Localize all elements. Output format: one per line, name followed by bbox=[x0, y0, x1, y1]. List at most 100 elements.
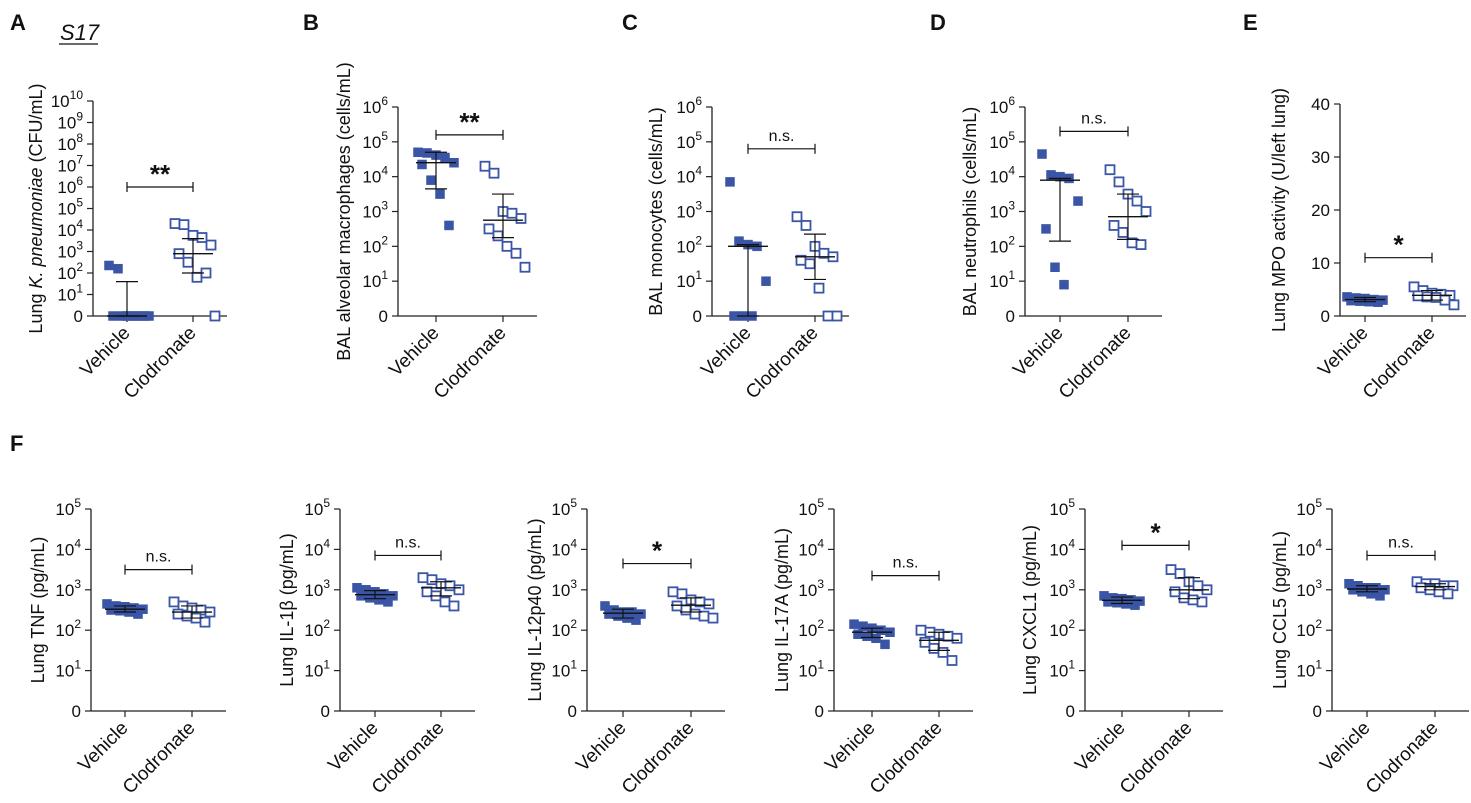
y-tick-label: 102 bbox=[676, 233, 702, 256]
y-axis-label: Lung MPO activity (U/left lung) bbox=[1269, 88, 1289, 332]
data-point bbox=[115, 606, 125, 616]
significance-label: n.s. bbox=[146, 549, 172, 566]
y-tick-label: 1010 bbox=[51, 88, 84, 111]
y-tick-label: 107 bbox=[57, 153, 83, 176]
data-point bbox=[849, 619, 859, 629]
x-tick-label: Vehicle bbox=[385, 323, 443, 381]
y-tick-label: 0 bbox=[74, 307, 83, 326]
x-tick-label: Clodronate bbox=[1362, 718, 1443, 799]
data-point bbox=[352, 583, 362, 593]
y-tick-label: 101 bbox=[55, 658, 81, 681]
data-point bbox=[600, 601, 610, 611]
data-point bbox=[483, 223, 495, 235]
data-point bbox=[937, 647, 949, 658]
data-point bbox=[928, 642, 940, 654]
data-point bbox=[417, 572, 429, 584]
y-tick-label: 105 bbox=[55, 496, 81, 519]
y-tick-label: 102 bbox=[989, 233, 1015, 256]
y-tick-label: 103 bbox=[1296, 577, 1322, 600]
x-tick-label: Clodronate bbox=[430, 323, 511, 404]
y-tick-label: 0 bbox=[72, 702, 81, 721]
y-tick-label: 104 bbox=[676, 164, 702, 187]
x-tick-label: Clodronate bbox=[1055, 323, 1136, 404]
data-point bbox=[453, 584, 465, 596]
data-point bbox=[479, 160, 491, 172]
data-point bbox=[831, 310, 843, 322]
data-point bbox=[510, 247, 522, 259]
y-tick-label: 0 bbox=[379, 307, 388, 326]
y-axis-label: Lung IL-1β (pg/mL) bbox=[277, 533, 297, 686]
data-point bbox=[636, 609, 646, 619]
data-point bbox=[448, 600, 460, 612]
data-point bbox=[1103, 597, 1113, 607]
data-point bbox=[1140, 206, 1152, 217]
data-point bbox=[1187, 594, 1199, 606]
data-point bbox=[1050, 262, 1060, 272]
data-point bbox=[1073, 196, 1083, 206]
data-point bbox=[181, 610, 193, 622]
x-tick-label: Clodronate bbox=[742, 323, 823, 404]
data-point bbox=[209, 310, 221, 322]
y-tick-label: 103 bbox=[676, 199, 702, 222]
data-point bbox=[942, 630, 954, 642]
x-tick-label: Vehicle bbox=[1009, 323, 1067, 381]
y-tick-label: 20 bbox=[1311, 201, 1330, 220]
data-point bbox=[761, 276, 771, 286]
y-axis-label: Lung IL-17A (pg/mL) bbox=[772, 528, 792, 692]
y-tick-label: 40 bbox=[1311, 95, 1330, 114]
x-tick-label: Clodronate bbox=[618, 718, 699, 799]
data-point bbox=[698, 610, 710, 622]
x-tick-label: Vehicle bbox=[1316, 718, 1374, 776]
y-tick-label: 103 bbox=[1049, 577, 1075, 600]
data-point bbox=[1380, 585, 1390, 595]
y-tick-label: 102 bbox=[1049, 617, 1075, 640]
data-point bbox=[1037, 149, 1047, 159]
x-tick-label: Clodronate bbox=[1359, 323, 1440, 404]
y-tick-label: 103 bbox=[989, 199, 1015, 222]
data-point bbox=[858, 621, 868, 631]
data-point bbox=[876, 625, 886, 635]
data-point bbox=[703, 598, 715, 610]
x-tick-label: Vehicle bbox=[572, 718, 630, 776]
data-point bbox=[388, 591, 398, 601]
data-point bbox=[946, 655, 958, 666]
y-tick-label: 103 bbox=[304, 577, 330, 600]
y-tick-label: 101 bbox=[989, 268, 1015, 291]
y-tick-label: 0 bbox=[1006, 307, 1015, 326]
significance-label: * bbox=[1393, 230, 1404, 260]
x-tick-label: Vehicle bbox=[1314, 323, 1372, 381]
x-tick-label: Clodronate bbox=[368, 718, 449, 799]
x-tick-label: Clodronate bbox=[866, 718, 947, 799]
significance-label: ** bbox=[150, 159, 171, 189]
y-tick-label: 104 bbox=[551, 536, 577, 559]
panel-letter: B bbox=[303, 10, 319, 35]
data-point bbox=[421, 586, 433, 598]
y-tick-label: 105 bbox=[798, 496, 824, 519]
y-tick-label: 102 bbox=[57, 260, 83, 283]
data-point bbox=[113, 263, 123, 274]
y-tick-label: 103 bbox=[57, 239, 83, 262]
y-axis-label: Lung CXCL1 (pg/mL) bbox=[1020, 525, 1040, 695]
data-point bbox=[871, 633, 881, 644]
data-point bbox=[1165, 564, 1177, 575]
y-tick-label: 105 bbox=[1296, 496, 1322, 519]
data-point bbox=[951, 632, 963, 644]
y-tick-label: 102 bbox=[1296, 617, 1322, 640]
y-axis-label: BAL neutrophils (cells/mL) bbox=[960, 107, 980, 316]
y-tick-label: 101 bbox=[362, 268, 388, 291]
data-point bbox=[1196, 596, 1208, 608]
data-point bbox=[1375, 591, 1385, 601]
significance-label: ** bbox=[459, 107, 480, 137]
data-point bbox=[813, 282, 825, 294]
data-point bbox=[444, 220, 454, 231]
y-tick-label: 105 bbox=[551, 496, 577, 519]
data-point bbox=[725, 177, 735, 187]
y-tick-label: 0 bbox=[1321, 307, 1330, 326]
